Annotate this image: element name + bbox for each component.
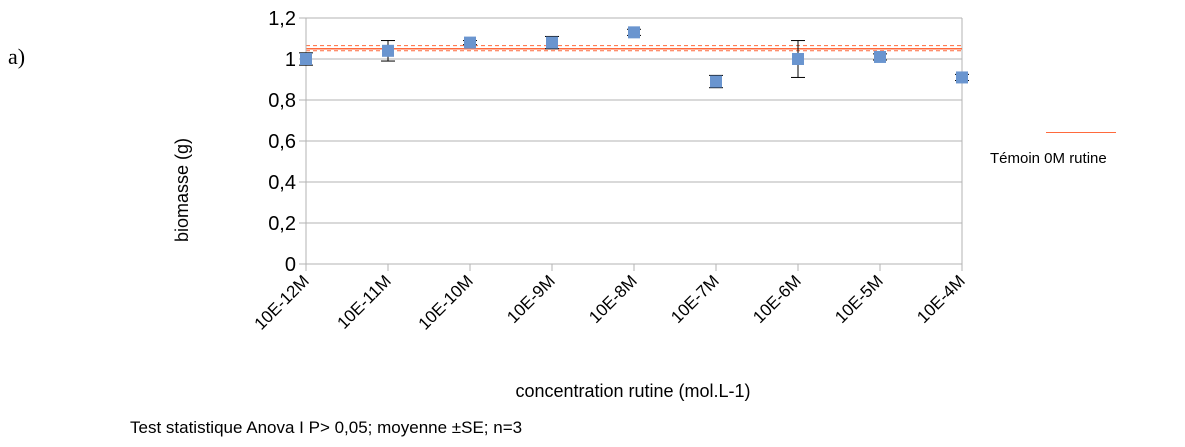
x-tick-label: 10E-9M [503,271,559,327]
data-point [546,36,558,49]
x-tick-label: 10E-10M [415,271,477,333]
x-tick-label: 10E-4M [913,271,969,327]
legend-reference-swatch [1046,132,1116,133]
x-tick-labels: 10E-12M 10E-11M 10E-10M 10E-9M 10E-8M 10E-7M 1… [251,271,969,333]
panel-label: a) [8,44,26,69]
gridlines [306,17,963,264]
y-tick-label: 0,4 [268,172,296,194]
data-point [464,36,476,49]
data-points [300,26,968,88]
x-tick-label: 10E-12M [251,271,313,333]
y-tick-label: 0,2 [268,213,296,235]
y-tick-label: 0,6 [268,131,296,153]
y-tick-label: 1 [285,49,296,71]
x-tick-label: 10E-6M [749,271,805,327]
x-tick-label: 10E-7M [667,271,723,327]
y-axis-title: biomasse (g) [172,138,192,242]
legend-reference-label: Témoin 0M rutine [990,150,1107,167]
data-point [792,53,804,65]
data-point [956,71,968,84]
legend: Témoin 0M rutine [990,130,1180,180]
x-axis-title: concentration rutine (mol.L-1) [515,381,750,401]
reference-lines [306,45,962,52]
x-tick-label: 10E-5M [831,271,887,327]
x-tick-label: 10E-11M [334,271,395,332]
statistics-footnote: Test statistique Anova I P> 0,05; moyenn… [130,418,523,437]
data-point [710,75,722,88]
y-tick-label: 0,8 [268,90,296,112]
x-tick-label: 10E-8M [585,271,641,327]
y-tick-labels: 0 0,2 0,4 0,6 0,8 1 1,2 [268,8,296,276]
data-point [300,53,312,65]
data-point [874,50,886,63]
y-tick-label: 0 [285,254,296,276]
data-point [628,26,640,39]
y-tick-label: 1,2 [268,8,296,30]
axes [299,17,963,271]
data-point [382,44,394,57]
